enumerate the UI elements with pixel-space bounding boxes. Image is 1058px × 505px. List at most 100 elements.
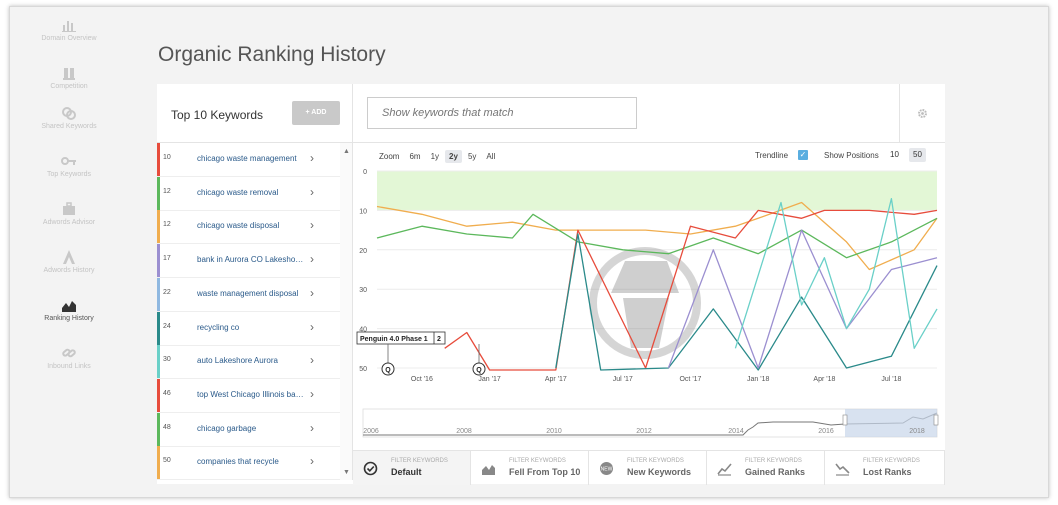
keyword-row[interactable]: 50 companies that recycle › (157, 446, 340, 481)
filter-label: New Keywords (627, 467, 692, 477)
keyword-color-stripe (157, 244, 160, 278)
filter-default[interactable]: FILTER KEYWORDS Default (353, 451, 471, 485)
navigator-year-label: 2008 (456, 428, 472, 435)
navigator-right-handle[interactable] (933, 414, 939, 426)
scroll-up-arrow[interactable]: ▲ (343, 148, 350, 155)
nav-label: Ranking History (44, 315, 94, 322)
chevron-right-icon[interactable]: › (310, 319, 314, 334)
zoom-5y-button[interactable]: 5y (467, 152, 477, 161)
chess-icon (63, 68, 75, 80)
zoom-2y-button[interactable]: 2y (445, 150, 462, 163)
zoom-controls: Zoom 6m 1y 2y 5y All (379, 150, 501, 163)
keyword-text[interactable]: auto Lakeshore Aurora (197, 356, 278, 366)
keyword-row[interactable]: 10 chicago waste management › (157, 143, 340, 177)
keyword-row[interactable]: 17 bank in Aurora CO Lakeshore Aurora › (157, 244, 340, 279)
trend-down-icon (835, 463, 850, 476)
keyword-row[interactable]: 46 top West Chicago Illinois banks › (157, 378, 340, 413)
keyword-text[interactable]: chicago waste disposal (197, 221, 280, 231)
filter-caption: FILTER KEYWORDS (745, 458, 802, 464)
nav-top-keywords[interactable]: Top Keywords (10, 153, 128, 179)
keyword-text[interactable]: chicago waste management (197, 154, 297, 163)
keyword-row[interactable]: 30 auto Lakeshore Aurora › (157, 345, 340, 380)
q-marker-label: Q (385, 367, 391, 374)
chevron-right-icon[interactable]: › (310, 184, 314, 199)
navigator[interactable] (362, 408, 938, 438)
series-line[interactable] (376, 213, 938, 259)
keyword-text[interactable]: chicago garbage (197, 423, 257, 433)
chevron-right-icon[interactable]: › (310, 252, 314, 267)
keyword-filter-input[interactable] (367, 97, 637, 129)
positions-10-button[interactable]: 10 (890, 150, 899, 159)
keyword-list-scrollbar[interactable]: ▲ ▼ (340, 143, 353, 480)
keyword-text[interactable]: chicago waste removal (197, 187, 279, 197)
nav-label: Top Keywords (47, 171, 91, 178)
filter-caption: FILTER KEYWORDS (863, 458, 920, 464)
series-line[interactable] (376, 201, 938, 271)
series-line[interactable] (734, 197, 938, 349)
nav-label: Domain Overview (41, 35, 97, 42)
nav-inbound-links[interactable]: Inbound Links (10, 345, 128, 371)
keyword-text[interactable]: bank in Aurora CO Lakeshore Aurora (197, 255, 305, 265)
keyword-row[interactable]: 22 waste management disposal › (157, 277, 340, 312)
filter-new-keywords[interactable]: NEW FILTER KEYWORDS New Keywords (589, 451, 707, 485)
trend-up-icon (717, 463, 732, 476)
filter-caption: FILTER KEYWORDS (391, 458, 448, 464)
keyword-row[interactable]: 48 chicago garbage › (157, 412, 340, 447)
settings-cell (899, 84, 945, 143)
nav-domain-overview[interactable]: Domain Overview (10, 17, 128, 43)
chevron-right-icon[interactable]: › (310, 454, 314, 469)
x-tick-label: Oct '16 (411, 376, 433, 383)
positions-50-button[interactable]: 50 (909, 148, 926, 162)
q-marker[interactable] (472, 362, 486, 376)
ranking-chart[interactable]: 0 10 20 30 40 50 Oct '16 Jan '17 Apr '17 Jul '17 O… (353, 143, 945, 449)
chevron-right-icon[interactable]: › (310, 151, 314, 165)
check-circle-icon (363, 461, 378, 476)
trendline-label: Trendline (755, 151, 789, 160)
nav-competition[interactable]: Competition (10, 65, 128, 91)
chevron-right-icon[interactable]: › (310, 285, 314, 300)
filter-gained-ranks[interactable]: FILTER KEYWORDS Gained Ranks (707, 451, 825, 485)
x-tick-label: Oct '17 (679, 376, 701, 383)
keyword-row[interactable]: 24 recycling co › (157, 311, 340, 346)
q-marker[interactable] (381, 362, 395, 376)
keyword-color-stripe (157, 378, 160, 412)
keyword-text[interactable]: recycling co (197, 322, 240, 332)
chevron-right-icon[interactable]: › (310, 420, 314, 435)
series-line[interactable] (444, 209, 938, 371)
nav-ranking-history[interactable]: Ranking History (10, 297, 128, 323)
keyword-row[interactable]: 12 chicago waste removal › (157, 176, 340, 211)
gear-icon[interactable] (917, 108, 928, 119)
filter-fell-from-top-10[interactable]: FILTER KEYWORDS Fell From Top 10 (471, 451, 589, 485)
nav-label: Competition (50, 83, 88, 90)
keyword-color-stripe (157, 277, 160, 311)
zoom-6m-button[interactable]: 6m (409, 152, 421, 161)
nav-shared-keywords[interactable]: Shared Keywords (10, 105, 128, 131)
add-keyword-button[interactable]: + ADD (292, 101, 340, 125)
keyword-row[interactable]: 12 chicago waste disposal › (157, 210, 340, 245)
area-chart-icon (62, 301, 76, 312)
series-line[interactable] (667, 229, 938, 369)
keyword-list: 10 chicago waste management › 12 chicago was… (157, 143, 340, 481)
keyword-color-stripe (157, 311, 160, 345)
nav-adwords-history[interactable]: Adwords History (10, 249, 128, 275)
event-flag[interactable] (356, 331, 446, 345)
keyword-text[interactable]: waste management disposal (197, 288, 299, 298)
zoom-all-button[interactable]: All (486, 152, 496, 161)
y-tick-label: 50 (359, 366, 367, 373)
navigator-selection[interactable] (845, 409, 937, 437)
chevron-right-icon[interactable]: › (310, 218, 314, 233)
zoom-1y-button[interactable]: 1y (430, 152, 440, 161)
trendline-checkbox[interactable]: ✓ (798, 150, 808, 160)
scroll-down-arrow[interactable]: ▼ (343, 469, 350, 476)
navigator-left-handle[interactable] (842, 414, 848, 426)
series-line[interactable] (555, 233, 938, 371)
filter-lost-ranks[interactable]: FILTER KEYWORDS Lost Ranks (825, 451, 945, 485)
nav-label: Adwords History (43, 267, 95, 274)
nav-adwords-advisor[interactable]: Adwords Advisor (10, 201, 128, 227)
chevron-right-icon[interactable]: › (310, 386, 314, 401)
keyword-text[interactable]: top West Chicago Illinois banks (197, 389, 305, 399)
chevron-right-icon[interactable]: › (310, 353, 314, 368)
area-chart-icon (482, 465, 495, 475)
keyword-text[interactable]: companies that recycle (197, 457, 279, 467)
link-rings-icon (62, 107, 76, 120)
